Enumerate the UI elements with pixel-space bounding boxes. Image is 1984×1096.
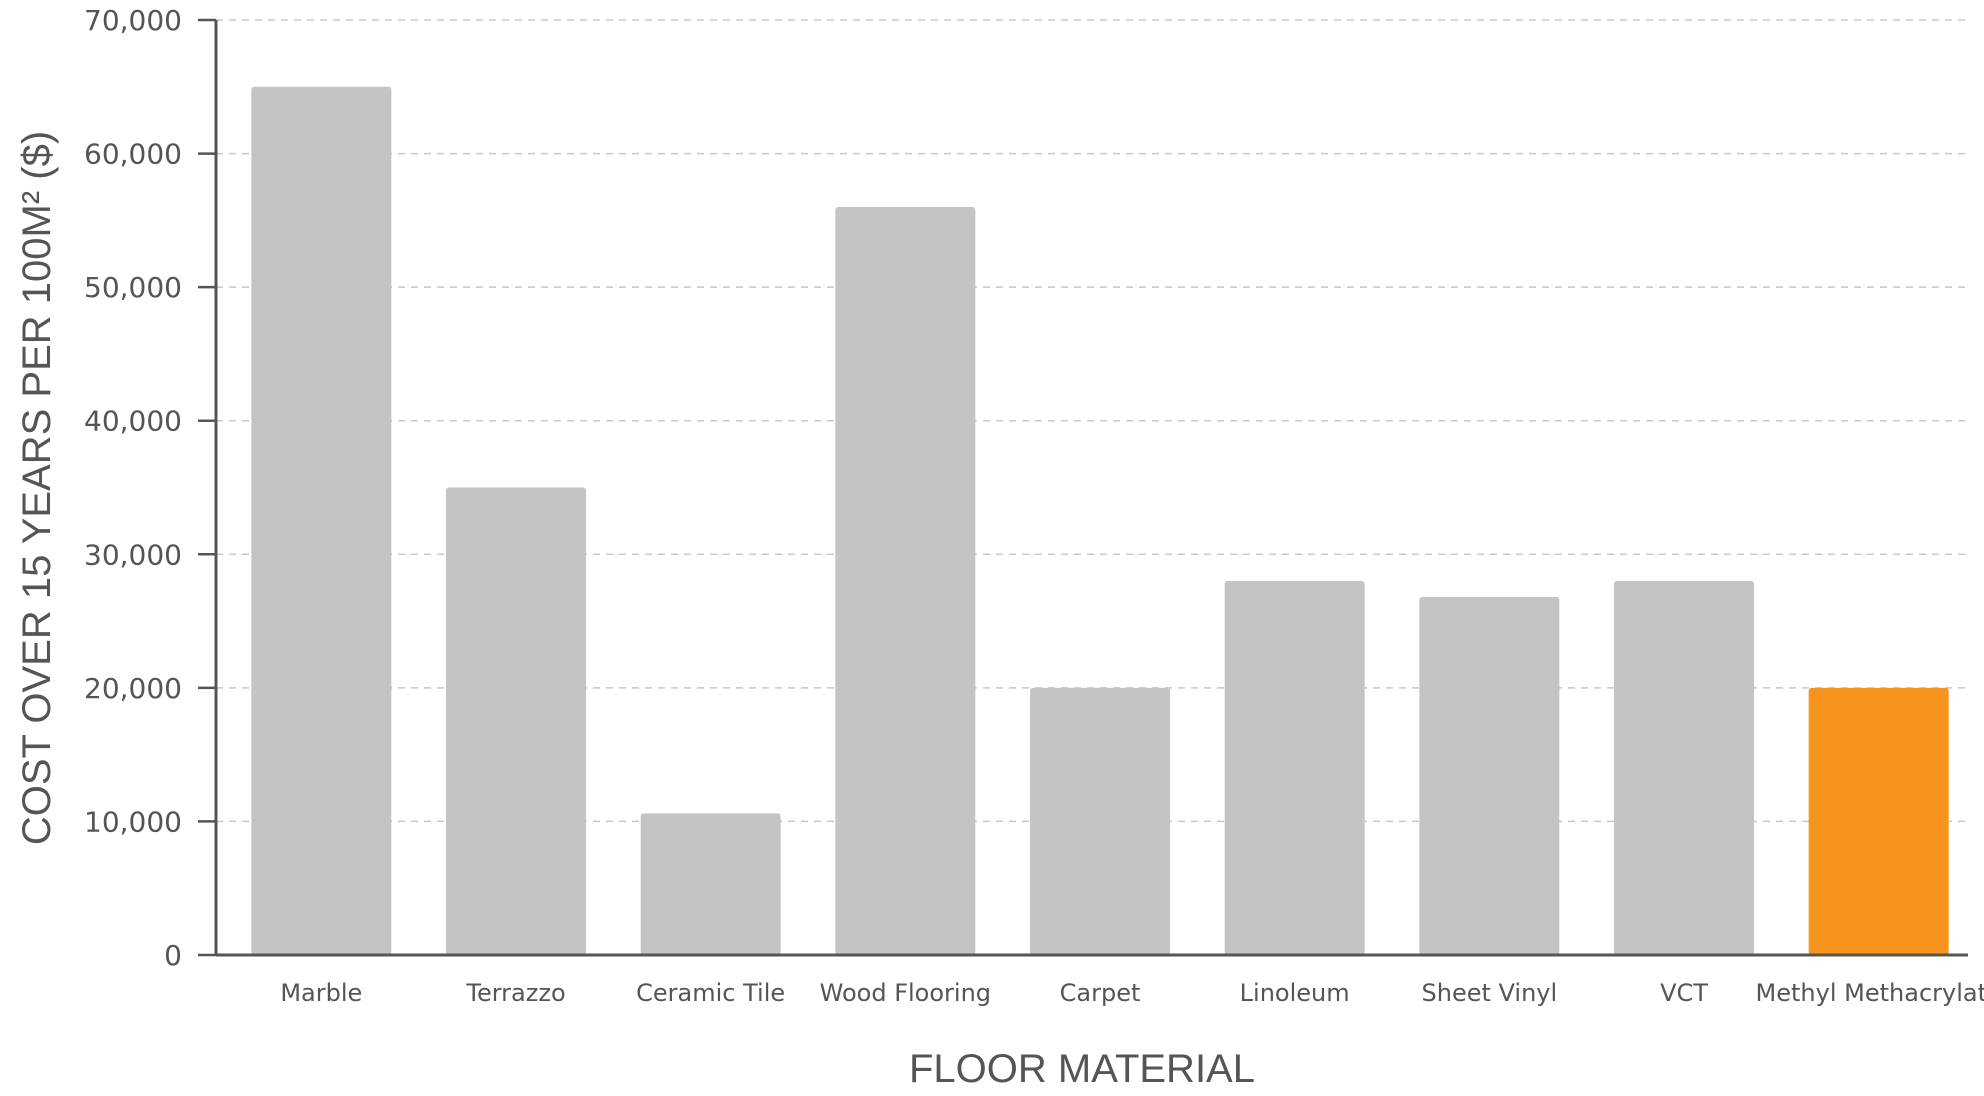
x-tick-labels: Marble Terrazzo Ceramic Tile Wood Flooring C… [280, 979, 1984, 1007]
x-tick-label: Wood Flooring [820, 979, 991, 1007]
y-tick-label: 0 [164, 939, 182, 972]
x-tick-label: Marble [280, 979, 362, 1007]
bar-terrazzo [446, 487, 586, 955]
bar-vct [1614, 581, 1754, 955]
bar-carpet [1030, 687, 1170, 955]
y-tick-label: 50,000 [84, 271, 182, 304]
bar-ceramic-tile [640, 813, 781, 955]
y-axis-title: COST OVER 15 YEARS PER 100M² ($) [15, 131, 59, 845]
x-tick-label: Terrazzo [465, 979, 565, 1007]
y-tick-label: 70,000 [84, 4, 182, 37]
y-tick-label: 20,000 [84, 672, 182, 705]
bar-marble [251, 86, 392, 956]
x-tick-label: Methyl Methacrylate [1756, 979, 1984, 1007]
bar-linoleum [1224, 581, 1365, 955]
x-tick-label: Linoleum [1240, 979, 1350, 1007]
y-tick-label: 30,000 [84, 538, 182, 571]
axes [214, 20, 1968, 957]
y-tick-labels: 0 10,000 20,000 30,000 40,000 50,000 60,000 70,… [84, 4, 216, 972]
x-axis-title: FLOOR MATERIAL [909, 1047, 1255, 1091]
y-tick-label: 10,000 [84, 805, 182, 838]
x-tick-label: Ceramic Tile [636, 979, 785, 1007]
bars [251, 86, 1949, 956]
bar-methyl-methacrylate [1808, 687, 1949, 955]
x-tick-label: Sheet Vinyl [1422, 979, 1558, 1007]
y-tick-label: 40,000 [84, 405, 182, 438]
y-tick-label: 60,000 [84, 138, 182, 171]
x-tick-label: VCT [1660, 979, 1708, 1007]
bar-sheet-vinyl [1419, 597, 1560, 955]
bar-wood-flooring [835, 207, 976, 955]
x-tick-label: Carpet [1060, 979, 1141, 1007]
